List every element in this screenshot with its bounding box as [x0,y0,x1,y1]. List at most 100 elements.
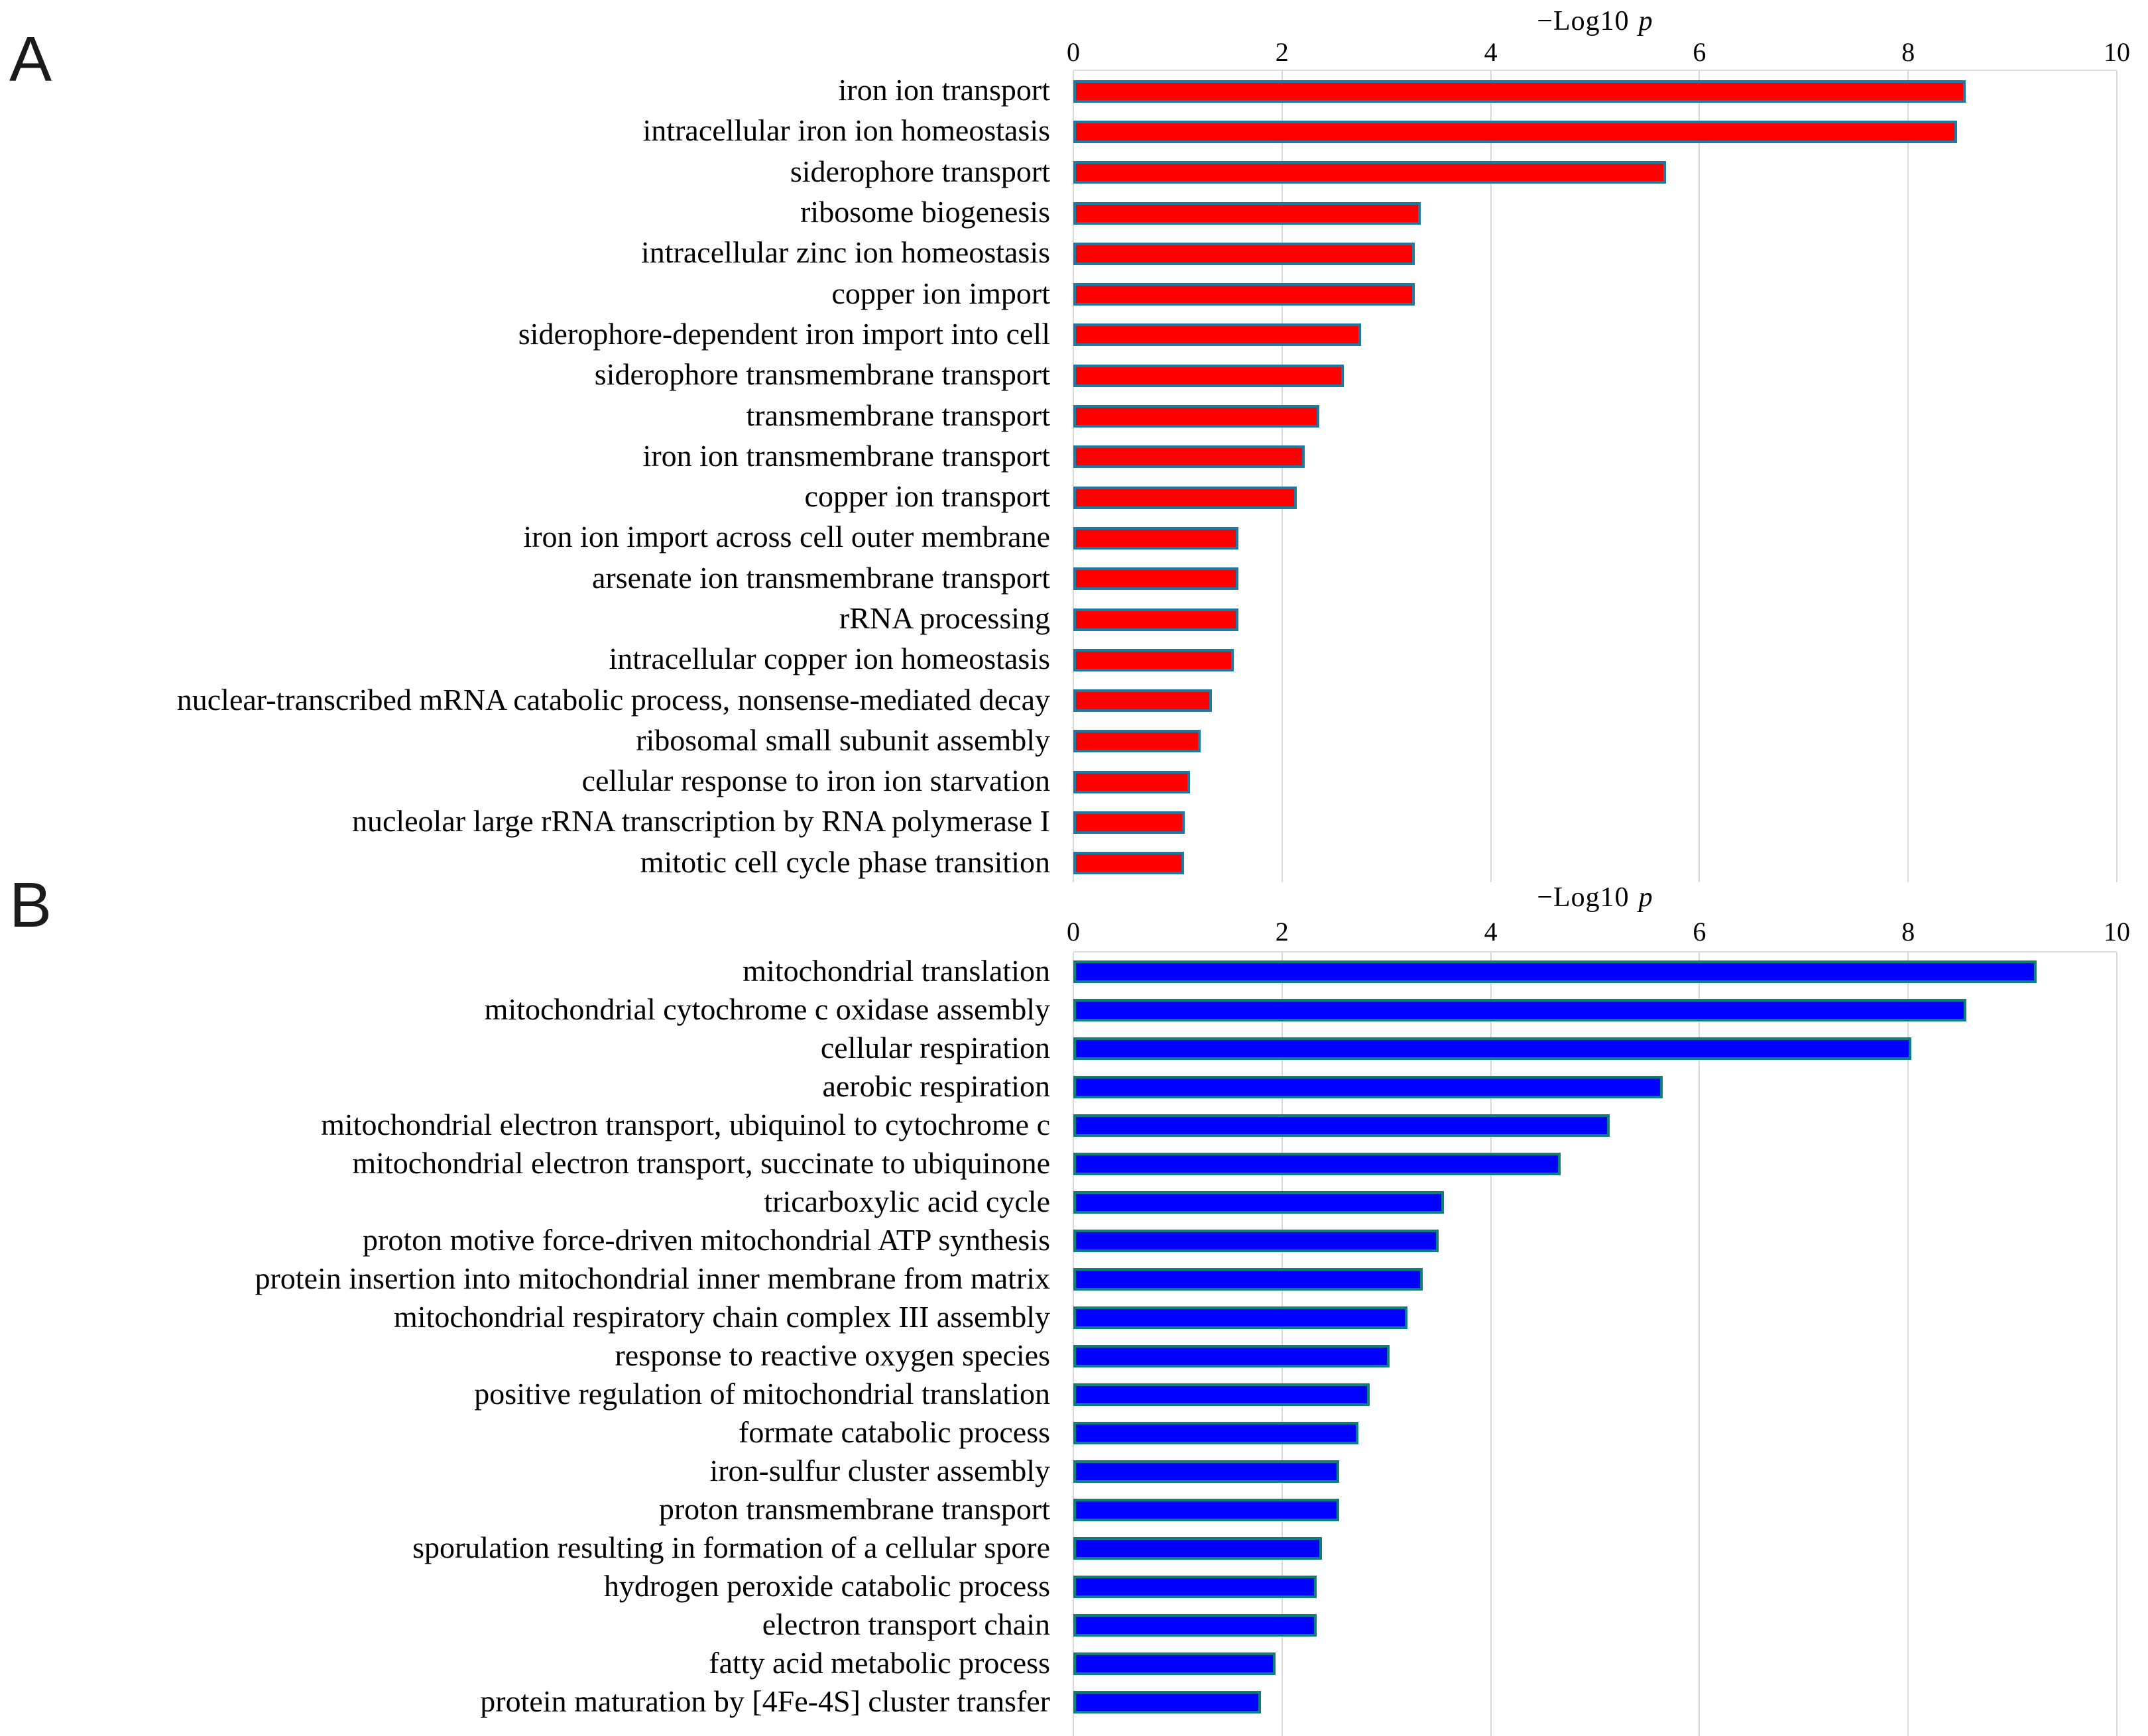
bar-row [1073,274,2117,314]
category-label: aerobic respiration [822,1069,1050,1103]
x-tick-label: 8 [1901,37,1915,67]
bar-row [1073,721,2117,762]
category-label: cellular response to iron ion starvation [581,764,1050,798]
bar-row [1073,599,2117,640]
bar-B-13 [1073,1422,1358,1444]
bar-row [1073,640,2117,680]
bar-B-4 [1073,1076,1663,1098]
gridline-x-6 [1699,71,1700,882]
panel-a-category-labels: iron ion transport intracellular iron ion… [0,70,1062,882]
axis-title-text: −Log10 [1537,6,1630,36]
category-label: positive regulation of mitochondrial tra… [474,1376,1050,1411]
bar-A-12 [1073,526,1238,550]
axis-title-text: −Log10 [1537,882,1630,913]
axis-title-p: p [1638,6,1653,36]
bar-B-15 [1073,1499,1340,1521]
gridline-x-4 [1490,71,1492,882]
bar-row [1073,437,2117,477]
category-label: intracellular zinc ion homeostasis [641,235,1050,270]
gridline-x-2 [1281,953,1283,1736]
gridline-x-2 [1281,71,1283,882]
category-label: copper ion transport [804,479,1050,514]
bar-row [1073,152,2117,193]
panel-b-category-labels: mitochondrial translation mitochondrial c… [0,951,1062,1720]
bar-row [1073,355,2117,396]
bar-row [1073,518,2117,558]
category-label: fatty acid metabolic process [709,1645,1050,1680]
category-label: tricarboxylic acid cycle [764,1184,1050,1218]
category-label: protein insertion into mitochondrial inn… [255,1261,1050,1295]
bar-row [1073,193,2117,233]
bar-A-1 [1073,80,1966,103]
gridline-x-0 [1073,953,1074,1736]
bar-A-14 [1073,608,1238,631]
category-label: sporulation resulting in formation of a … [412,1530,1050,1564]
bar-A-20 [1073,852,1184,875]
bar-B-1 [1073,960,2037,983]
category-label: hydrogen peroxide catabolic process [603,1568,1050,1603]
x-tick-label: 10 [2104,917,2130,947]
panel-a-axis-title: −Log10 p [1073,5,2117,37]
bar-row [1073,71,2117,111]
bar-B-11 [1073,1345,1390,1367]
category-label: protein maturation by [4Fe-4S] cluster t… [480,1684,1050,1718]
bar-A-19 [1073,811,1185,834]
x-tick-label: 4 [1484,917,1498,947]
x-tick-label: 4 [1484,37,1498,67]
category-label: arsenate ion transmembrane transport [591,560,1050,595]
bar-row [1073,1183,2117,1222]
category-label: siderophore transport [790,154,1050,188]
category-label: ribosome biogenesis [800,195,1050,229]
bar-row [1073,843,2117,884]
gridline-x-8 [1907,953,1909,1736]
category-label: response to reactive oxygen species [615,1338,1050,1372]
x-tick-label: 10 [2104,37,2130,67]
category-label: mitochondrial translation [743,953,1050,988]
category-label: intracellular copper ion homeostasis [609,642,1050,676]
category-label: siderophore-dependent iron import into c… [518,316,1050,351]
panel-b-plot-area [1073,951,2118,1736]
gridline-x-4 [1490,953,1492,1736]
category-label: nuclear-transcribed mRNA catabolic proce… [176,682,1050,717]
panel-b-letter: B [9,870,52,941]
bar-A-6 [1073,283,1415,306]
bar-row [1073,1414,2117,1452]
category-label: mitochondrial electron transport, ubiqui… [321,1107,1050,1141]
bar-A-18 [1073,770,1191,793]
bar-B-10 [1073,1306,1407,1329]
gridline-x-6 [1699,953,1700,1736]
bar-row [1073,762,2117,802]
bar-B-12 [1073,1383,1370,1406]
bar-row [1073,1568,2117,1606]
bar-A-4 [1073,202,1421,225]
bar-row [1073,477,2117,518]
category-label: copper ion import [831,276,1050,310]
bar-A-5 [1073,242,1415,265]
gridline-x-0 [1073,71,1074,882]
bar-row [1073,1375,2117,1414]
category-label: mitochondrial respiratory chain complex … [394,1299,1050,1334]
bar-B-17 [1073,1576,1317,1598]
panel-b-axis-title: −Log10 p [1073,882,2117,913]
x-tick-label: 2 [1275,917,1289,947]
bar-A-3 [1073,161,1667,184]
bar-A-10 [1073,445,1305,469]
bar-row [1073,1606,2117,1645]
bar-B-18 [1073,1614,1317,1637]
bar-B-2 [1073,999,1967,1021]
bar-B-6 [1073,1153,1561,1175]
x-tick-label: 0 [1067,917,1080,947]
bar-row [1073,802,2117,842]
x-tick-label: 0 [1067,37,1080,67]
bar-row [1073,953,2117,991]
bar-B-20 [1073,1691,1262,1713]
panel-a-tick-labels: 0 2 4 6 8 10 [1067,37,2130,68]
panel-a-plot-area [1073,70,2118,884]
bar-row [1073,1222,2117,1260]
bar-A-15 [1073,648,1234,671]
bar-row [1073,111,2117,152]
panel-a-letter: A [9,24,52,95]
gridline-x-8 [1907,71,1909,882]
bar-B-5 [1073,1114,1610,1137]
